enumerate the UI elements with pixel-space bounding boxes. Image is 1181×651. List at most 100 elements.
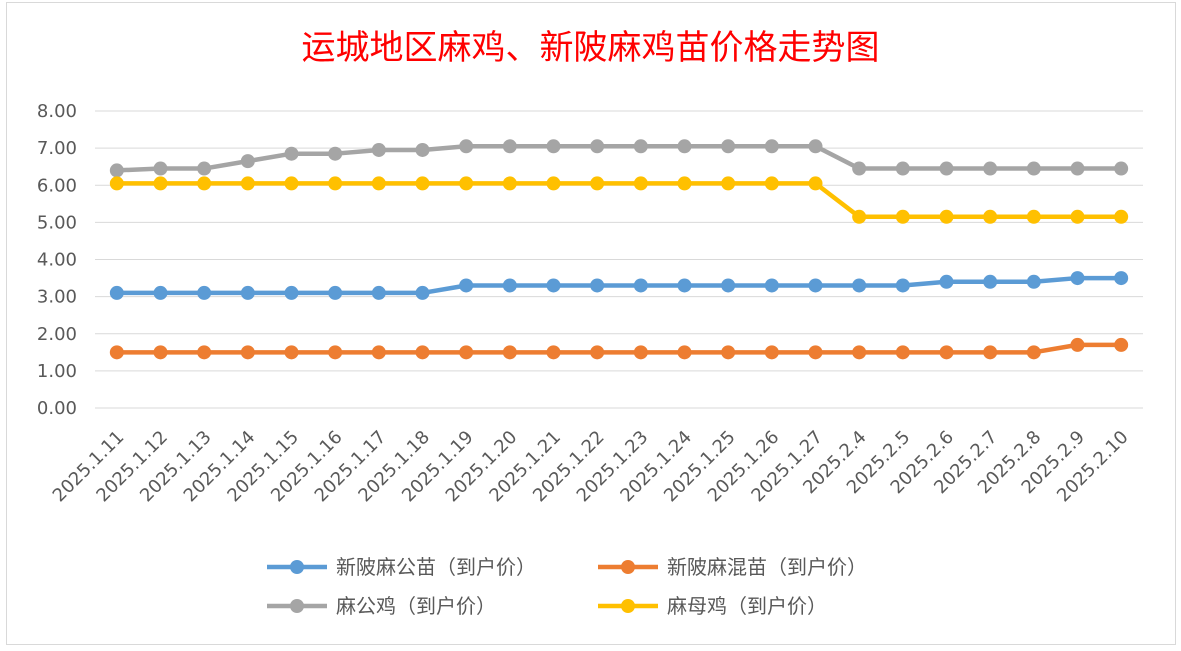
data-point <box>852 161 867 176</box>
data-point <box>983 274 998 289</box>
data-point <box>459 176 474 191</box>
data-point <box>415 142 430 157</box>
y-tick-label: 7.00 <box>37 138 77 159</box>
y-tick-label: 4.00 <box>37 250 77 271</box>
data-point <box>502 176 517 191</box>
data-point <box>983 345 998 360</box>
legend-marker <box>290 599 304 613</box>
data-point <box>808 139 823 154</box>
data-point <box>852 345 867 360</box>
data-point <box>677 139 692 154</box>
data-point <box>197 176 212 191</box>
data-point <box>590 176 605 191</box>
data-point <box>197 345 212 360</box>
data-point <box>1114 271 1129 286</box>
data-point <box>284 176 299 191</box>
data-point <box>895 345 910 360</box>
y-tick-label: 6.00 <box>37 175 77 196</box>
data-point <box>939 274 954 289</box>
data-point <box>546 278 561 293</box>
data-point <box>240 154 255 169</box>
data-point <box>284 285 299 300</box>
data-point <box>1026 161 1041 176</box>
data-point <box>721 278 736 293</box>
data-point <box>1070 337 1085 352</box>
data-point <box>677 176 692 191</box>
y-tick-label: 8.00 <box>37 101 77 122</box>
data-point <box>721 139 736 154</box>
data-point <box>677 278 692 293</box>
data-point <box>633 176 648 191</box>
data-point <box>153 161 168 176</box>
data-point <box>1114 337 1129 352</box>
data-point <box>983 209 998 224</box>
data-point <box>1026 345 1041 360</box>
series-line <box>116 181 1122 220</box>
data-point <box>1026 209 1041 224</box>
data-point <box>459 139 474 154</box>
data-point <box>546 345 561 360</box>
data-point <box>590 139 605 154</box>
data-point <box>415 345 430 360</box>
chart-title: 运城地区麻鸡、新陂麻鸡苗价格走势图 <box>301 28 880 68</box>
data-point <box>895 278 910 293</box>
data-point <box>546 139 561 154</box>
series-line <box>116 275 1122 296</box>
data-point <box>1070 209 1085 224</box>
legend-label: 麻公鸡（到户价） <box>336 594 496 618</box>
legend-label: 新陂麻公苗（到户价） <box>336 555 536 579</box>
data-point <box>895 209 910 224</box>
data-point <box>109 285 124 300</box>
data-point <box>153 345 168 360</box>
data-point <box>328 176 343 191</box>
data-point <box>197 285 212 300</box>
data-point <box>109 345 124 360</box>
data-point <box>1114 161 1129 176</box>
data-point <box>633 278 648 293</box>
data-point <box>721 176 736 191</box>
legend-marker <box>290 560 304 574</box>
data-point <box>109 176 124 191</box>
series-line <box>116 144 1122 173</box>
data-point <box>371 142 386 157</box>
data-point <box>459 278 474 293</box>
data-point <box>808 278 823 293</box>
legend-label: 新陂麻混苗（到户价） <box>667 555 867 579</box>
data-point <box>546 176 561 191</box>
data-point <box>764 278 779 293</box>
data-point <box>721 345 736 360</box>
data-point <box>328 345 343 360</box>
data-point <box>764 139 779 154</box>
data-point <box>764 176 779 191</box>
data-point <box>415 285 430 300</box>
data-point <box>939 345 954 360</box>
data-point <box>852 278 867 293</box>
data-point <box>240 285 255 300</box>
data-point <box>983 161 998 176</box>
data-point <box>459 345 474 360</box>
data-point <box>502 278 517 293</box>
y-tick-label: 1.00 <box>37 361 77 382</box>
series-line <box>116 342 1122 355</box>
data-point <box>284 146 299 161</box>
data-point <box>371 176 386 191</box>
data-point <box>197 161 212 176</box>
data-point <box>808 345 823 360</box>
data-point <box>852 209 867 224</box>
data-point <box>328 285 343 300</box>
data-point <box>1026 274 1041 289</box>
data-point <box>371 345 386 360</box>
data-point <box>633 139 648 154</box>
data-point <box>153 285 168 300</box>
data-point <box>1070 161 1085 176</box>
y-tick-label: 2.00 <box>37 324 77 345</box>
data-point <box>677 345 692 360</box>
y-tick-label: 3.00 <box>37 287 77 308</box>
data-point <box>764 345 779 360</box>
data-point <box>590 278 605 293</box>
data-point <box>328 146 343 161</box>
chart-area[interactable] <box>6 2 1176 645</box>
data-point <box>808 176 823 191</box>
data-point <box>502 139 517 154</box>
